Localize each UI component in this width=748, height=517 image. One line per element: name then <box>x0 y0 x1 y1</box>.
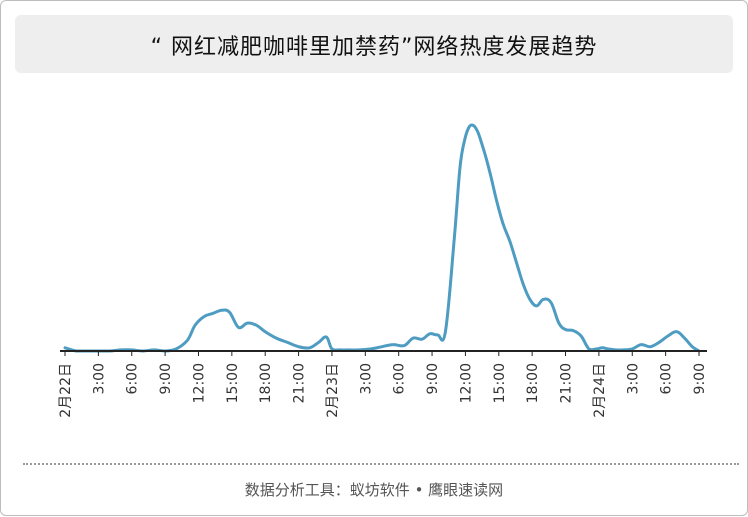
x-tick-label: 2月23日 <box>325 363 341 418</box>
x-tick-label: 9:00 <box>692 363 708 394</box>
x-tick-label: 6:00 <box>659 363 675 394</box>
x-tick-label: 15:00 <box>225 363 241 403</box>
footer-divider <box>23 463 739 465</box>
x-tick-label: 2月24日 <box>592 363 608 418</box>
x-tick-label: 3:00 <box>91 363 107 394</box>
x-tick-label: 9:00 <box>425 363 441 394</box>
source-credit: 数据分析工具：蚁坊软件 • 鹰眼速读网 <box>244 481 504 499</box>
x-tick-label: 9:00 <box>158 363 174 394</box>
chart-title: “ 网红减肥咖啡里加禁药”网络热度发展趋势 <box>150 35 598 60</box>
x-tick-label: 18:00 <box>258 363 274 403</box>
x-tick-label: 12:00 <box>191 363 207 403</box>
x-tick-label: 6:00 <box>125 363 141 394</box>
x-tick-label: 18:00 <box>525 363 541 403</box>
series-line-0 <box>63 123 701 353</box>
x-tick-label: 2月22日 <box>58 363 74 418</box>
x-tick-label: 3:00 <box>625 363 641 394</box>
x-tick-label: 6:00 <box>392 363 408 394</box>
x-tick-label: 15:00 <box>492 363 508 403</box>
x-tick-label: 3:00 <box>358 363 374 394</box>
x-tick-label: 21:00 <box>559 363 575 403</box>
title-banner: “ 网红减肥咖啡里加禁药”网络热度发展趋势 <box>15 15 733 73</box>
x-tick-label: 21:00 <box>292 363 308 403</box>
x-tick-label: 12:00 <box>458 363 474 403</box>
